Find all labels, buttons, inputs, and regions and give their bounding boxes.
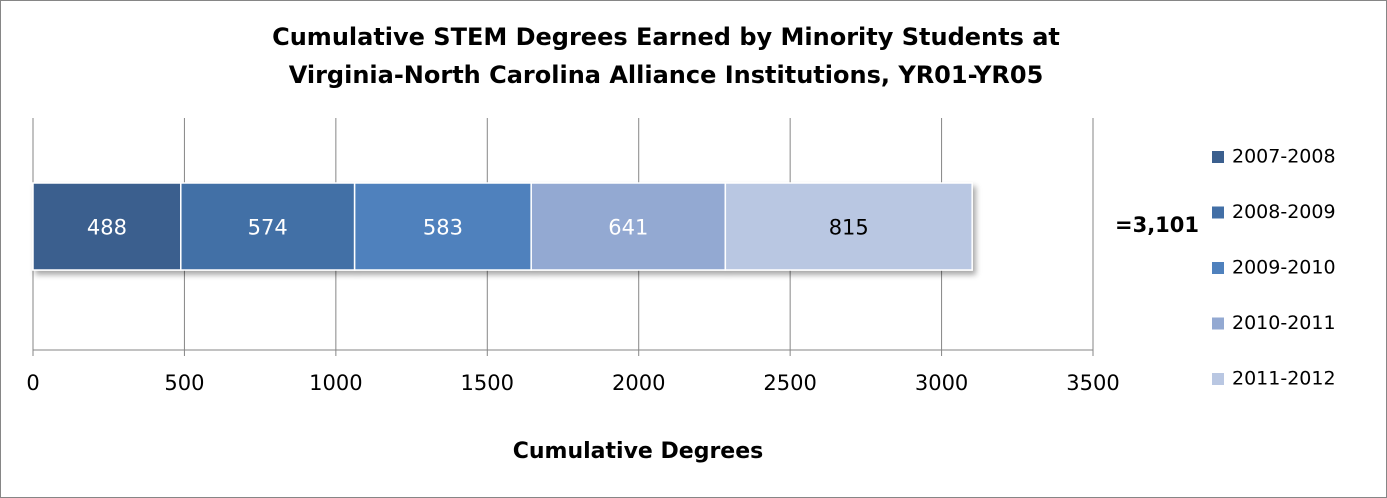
chart-title: Cumulative STEM Degrees Earned by Minori… (272, 23, 1060, 51)
legend-label: 2007-2008 (1232, 146, 1336, 168)
data-label: 815 (829, 216, 869, 240)
x-tick-label: 500 (164, 371, 204, 395)
legend-swatch (1212, 151, 1224, 163)
x-tick-label: 2000 (612, 371, 665, 395)
chart-title: Virginia-North Carolina Alliance Institu… (289, 61, 1044, 89)
bar-segment (180, 182, 356, 271)
x-tick-label: 3000 (915, 371, 968, 395)
data-label: 641 (608, 216, 648, 240)
legend-label: 2010-2011 (1232, 312, 1336, 334)
x-tick-label: 1000 (309, 371, 362, 395)
legend-label: 2011-2012 (1232, 368, 1336, 390)
legend-swatch (1212, 262, 1224, 274)
x-axis-label: Cumulative Degrees (513, 439, 763, 464)
data-label: 583 (423, 216, 463, 240)
legend-label: 2009-2010 (1232, 257, 1336, 279)
legend-swatch (1212, 373, 1224, 385)
bar-segment (32, 182, 182, 271)
bar-group (32, 182, 973, 271)
x-tick-label: 3500 (1066, 371, 1119, 395)
data-label: 574 (248, 216, 288, 240)
legend-label: 2008-2009 (1232, 201, 1336, 223)
x-tick-label: 2500 (763, 371, 816, 395)
legend-swatch (1212, 317, 1224, 330)
x-tick-label: 0 (26, 371, 39, 395)
annotation: =3,101 (1115, 213, 1199, 237)
legend-swatch (1212, 206, 1224, 219)
bar-segment (724, 182, 973, 271)
x-tick-label: 1500 (461, 371, 514, 395)
data-label: 488 (87, 216, 127, 240)
